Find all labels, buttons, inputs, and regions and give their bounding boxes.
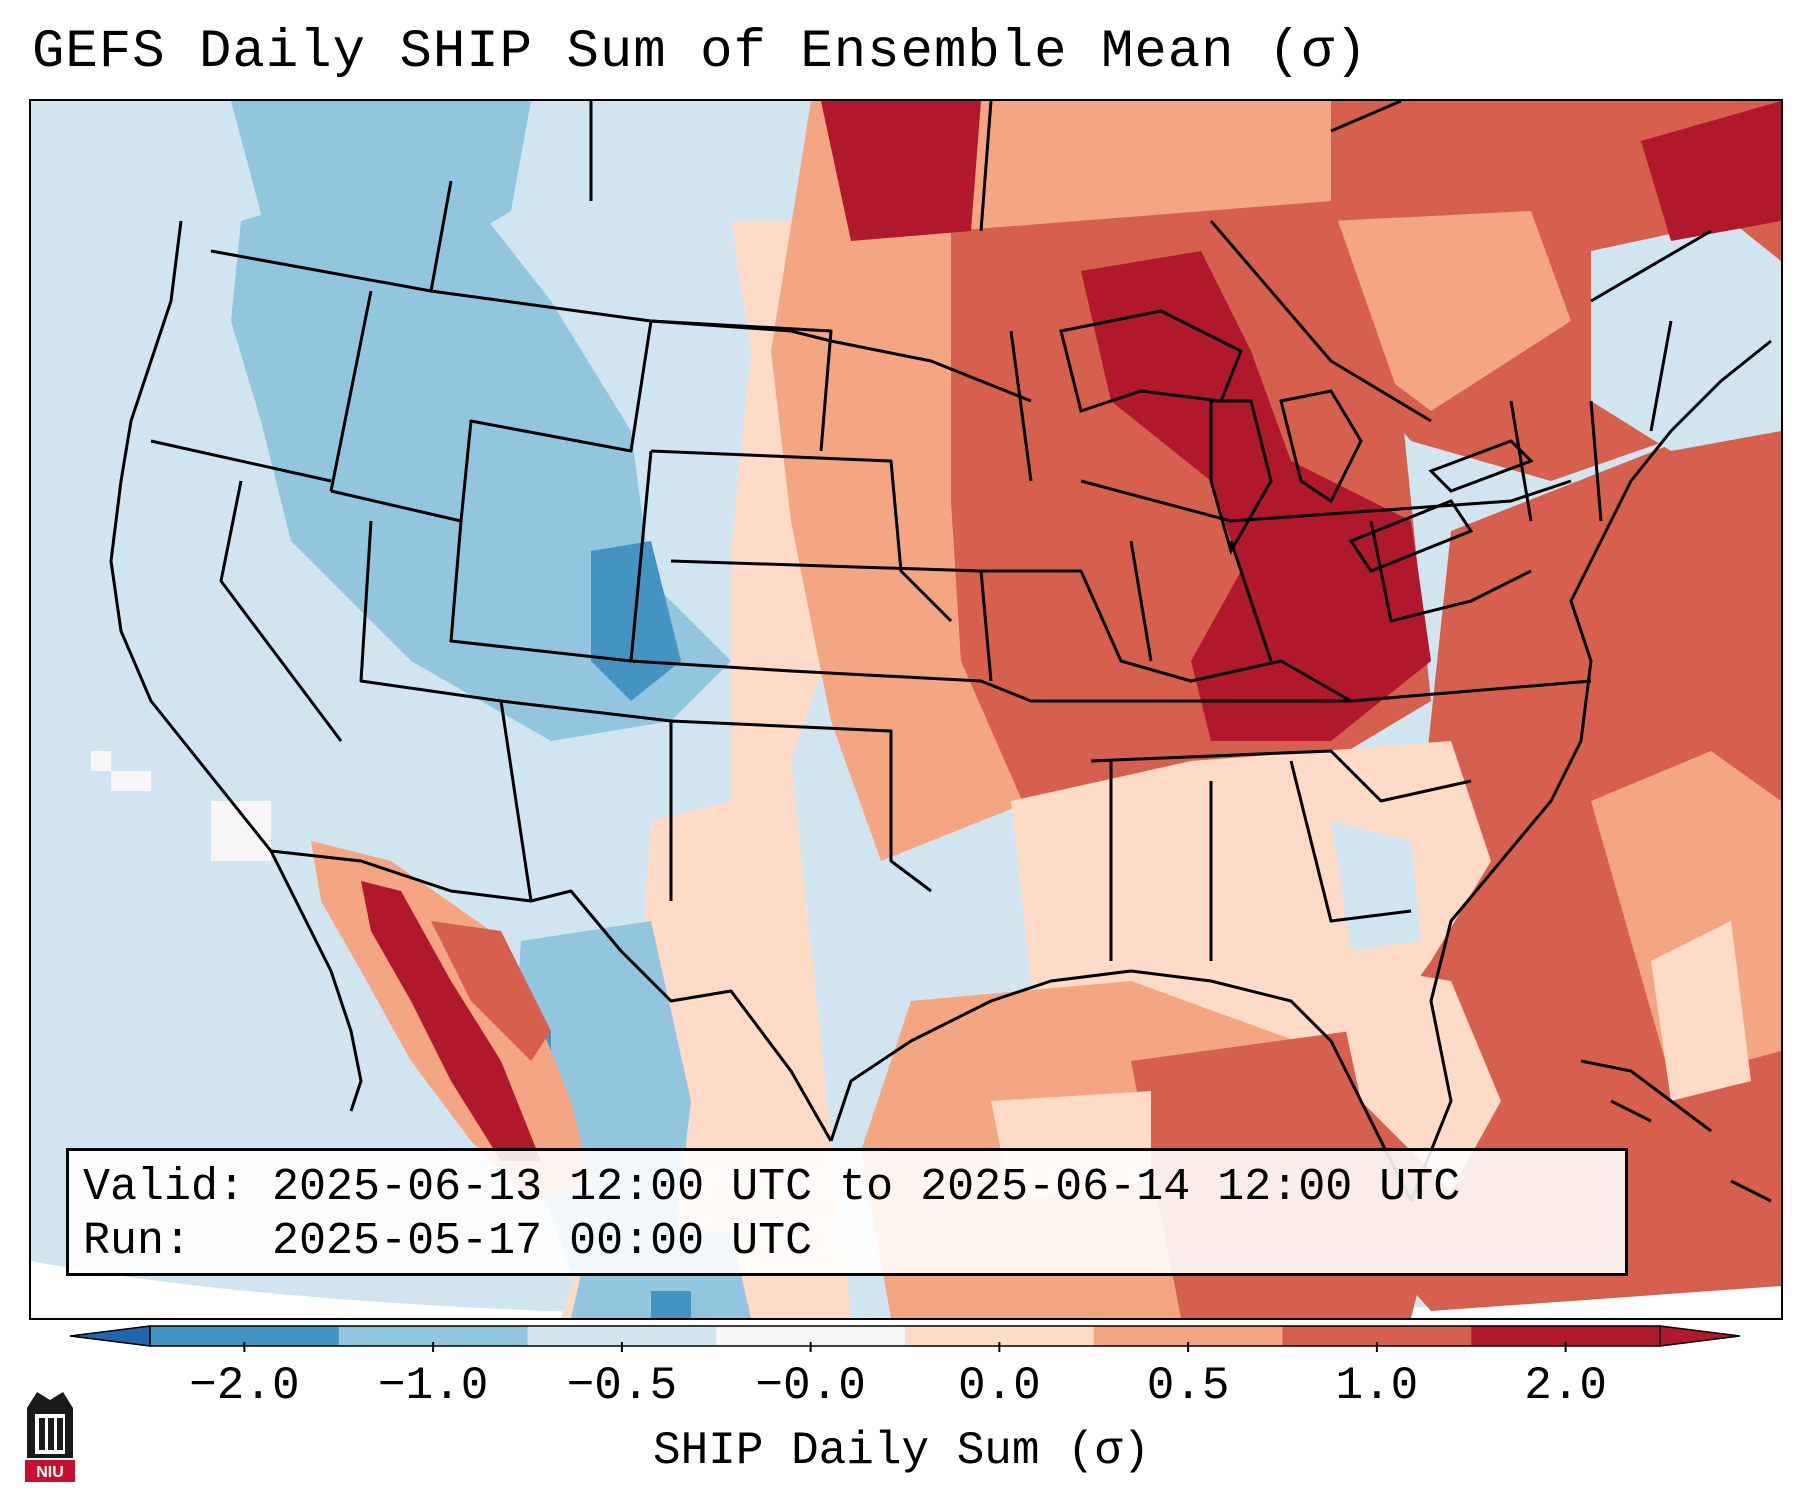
hot-region-baja [361,881,541,1161]
warm-region-east-light2 [1651,921,1751,1101]
hot-region-stlawrence [1641,101,1781,241]
colorbar-tick-label: 2.0 [1524,1360,1608,1412]
run-value: 2025-05-17 00:00 UTC [272,1216,813,1267]
valid-value: 2025-06-13 12:00 UTC to 2025-06-14 12:00… [272,1162,1461,1213]
warm-region-sierra-madre [431,921,551,1061]
colorbar [70,1325,1740,1352]
neutral-spot-3 [111,771,151,791]
colorbar-ticks [243,1342,1567,1352]
colorbar-segment [905,1326,1095,1346]
colorbar-tick-label: 1.0 [1335,1360,1419,1412]
colorbar-extend-min [70,1325,151,1347]
colorbar-segment [1471,1326,1661,1346]
colorbar-segment [1093,1326,1283,1346]
map-title: GEFS Daily SHIP Sum of Ensemble Mean (σ) [32,22,1369,83]
niu-logo-text: NIU [36,1464,64,1481]
run-label: Run: [83,1216,192,1267]
warm-region-quebec [1331,211,1571,411]
cool-region-maine [1591,221,1781,451]
map-panel [29,99,1783,1320]
colorbar-tick-label: 0.0 [957,1360,1041,1412]
colorbar-segments [149,1325,1661,1347]
cool-spot-mexico-dark [651,1291,691,1318]
political-borders [109,101,1772,1202]
niu-logo-icon: NIU [25,1392,75,1482]
great-lakes [1059,309,1534,573]
hot-region-ohio-valley [1231,521,1421,701]
colorbar-tick-label: −0.5 [566,1360,678,1412]
colorbar-segment [150,1326,340,1346]
colorbar-segment [1282,1326,1472,1346]
validity-info-box: Valid: 2025-06-13 12:00 UTC to 2025-06-1… [66,1148,1628,1276]
neutral-spot-2 [91,751,111,771]
colorbar-segment [716,1326,906,1346]
colorbar-tick-label: −0.0 [755,1360,866,1412]
colorbar-extend-max [1659,1325,1740,1347]
anomaly-map [31,101,1781,1318]
hot-region-north-dakota [821,101,981,241]
caribbean-islands [1580,1059,1772,1203]
neutral-spot-1 [211,801,271,861]
colorbar-segment [338,1326,528,1346]
colorbar-segment [527,1326,717,1346]
colorbar-label: SHIP Daily Sum (σ) [653,1425,1150,1477]
valid-label: Valid: [83,1162,246,1213]
cool-region-canada-west [231,101,531,271]
colorbar-tick-label: −2.0 [189,1360,300,1412]
warm-region-florida-light [1331,961,1501,1191]
colorbar-tick-label: −1.0 [377,1360,489,1412]
colorbar-tick-label: 0.5 [1146,1360,1230,1412]
